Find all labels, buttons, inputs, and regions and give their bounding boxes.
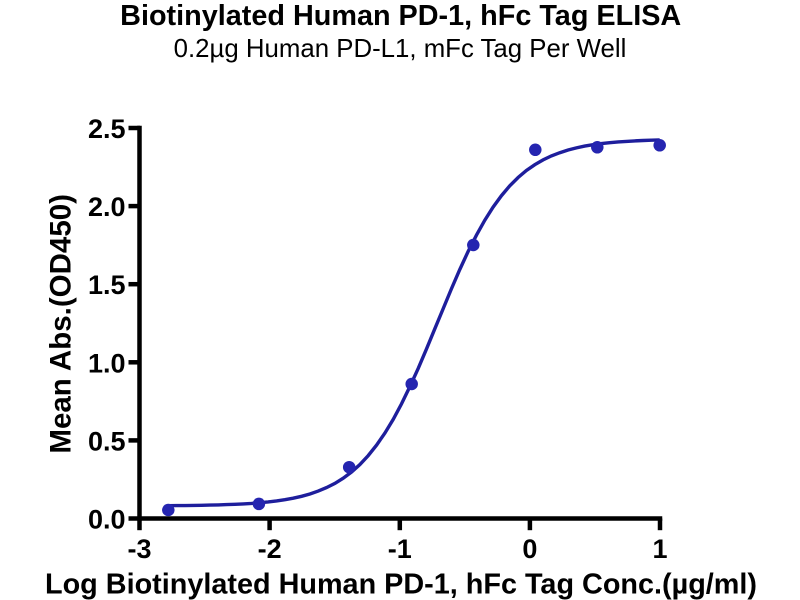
svg-text:-3: -3: [127, 534, 151, 564]
svg-text:1.5: 1.5: [88, 270, 126, 300]
svg-text:0.5: 0.5: [88, 426, 126, 456]
svg-text:2.5: 2.5: [88, 114, 126, 144]
svg-text:1.0: 1.0: [88, 348, 126, 378]
svg-text:0: 0: [522, 534, 537, 564]
svg-text:Log Biotinylated Human PD-1, h: Log Biotinylated Human PD-1, hFc Tag Con…: [45, 569, 757, 600]
svg-text:Mean Abs.(OD450): Mean Abs.(OD450): [45, 194, 78, 454]
svg-text:Biotinylated Human PD-1, hFc T: Biotinylated Human PD-1, hFc Tag ELISA: [120, 0, 681, 32]
svg-text:1: 1: [652, 534, 667, 564]
svg-text:0.0: 0.0: [88, 505, 126, 535]
svg-text:2.0: 2.0: [88, 192, 126, 222]
svg-text:0.2µg Human PD-L1, mFc Tag Per: 0.2µg Human PD-L1, mFc Tag Per Well: [174, 35, 627, 63]
svg-text:-1: -1: [388, 534, 412, 564]
svg-text:-2: -2: [258, 534, 282, 564]
